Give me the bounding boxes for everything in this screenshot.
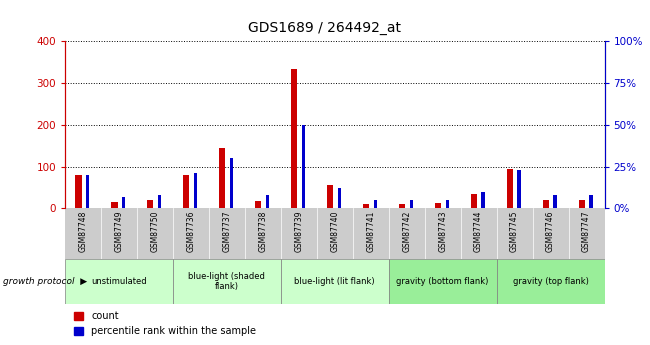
Text: GSM87743: GSM87743 xyxy=(438,211,447,252)
Text: GSM87736: GSM87736 xyxy=(187,211,196,252)
Text: GSM87737: GSM87737 xyxy=(222,211,231,252)
Bar xyxy=(111,203,118,208)
Bar xyxy=(75,175,81,208)
Text: GSM87745: GSM87745 xyxy=(510,211,519,252)
Text: GDS1689 / 264492_at: GDS1689 / 264492_at xyxy=(248,21,402,35)
Bar xyxy=(497,259,604,304)
Bar xyxy=(517,170,521,208)
Text: gravity (bottom flank): gravity (bottom flank) xyxy=(396,277,489,286)
Text: GSM87740: GSM87740 xyxy=(330,211,339,252)
Text: blue-light (shaded
flank): blue-light (shaded flank) xyxy=(188,272,265,291)
Text: growth protocol  ▶: growth protocol ▶ xyxy=(3,277,87,286)
Bar xyxy=(158,195,161,208)
Bar xyxy=(471,194,477,208)
Bar xyxy=(327,185,333,208)
Text: GSM87750: GSM87750 xyxy=(150,211,159,252)
Bar xyxy=(506,169,513,208)
Bar xyxy=(229,158,233,208)
Bar xyxy=(410,200,413,208)
Bar xyxy=(147,200,153,208)
Bar xyxy=(255,201,261,208)
Bar xyxy=(374,200,377,208)
Text: GSM87741: GSM87741 xyxy=(366,211,375,252)
Bar xyxy=(291,69,297,208)
Bar xyxy=(266,195,269,208)
Text: GSM87739: GSM87739 xyxy=(294,211,304,252)
Bar xyxy=(435,203,441,208)
Bar xyxy=(590,195,593,208)
Bar xyxy=(302,125,306,208)
Bar xyxy=(398,204,405,208)
Bar xyxy=(194,173,198,208)
Bar xyxy=(337,188,341,208)
Text: GSM87742: GSM87742 xyxy=(402,211,411,252)
Bar xyxy=(445,200,449,208)
Text: gravity (top flank): gravity (top flank) xyxy=(513,277,588,286)
Text: GSM87744: GSM87744 xyxy=(474,211,483,252)
Bar xyxy=(543,200,549,208)
Legend: count, percentile rank within the sample: count, percentile rank within the sample xyxy=(70,307,260,340)
Bar xyxy=(122,197,125,208)
Text: GSM87748: GSM87748 xyxy=(79,211,88,252)
Text: blue-light (lit flank): blue-light (lit flank) xyxy=(294,277,375,286)
Text: unstimulated: unstimulated xyxy=(91,277,147,286)
Bar xyxy=(219,148,226,208)
Bar xyxy=(86,175,90,208)
Bar xyxy=(553,195,557,208)
Text: GSM87746: GSM87746 xyxy=(546,211,555,252)
Bar xyxy=(578,200,585,208)
Bar xyxy=(183,175,189,208)
Bar xyxy=(281,259,389,304)
Bar xyxy=(389,259,497,304)
Bar xyxy=(363,204,369,208)
Bar xyxy=(482,191,485,208)
Bar xyxy=(173,259,281,304)
Text: GSM87749: GSM87749 xyxy=(114,211,124,252)
Text: GSM87738: GSM87738 xyxy=(258,211,267,252)
Text: GSM87747: GSM87747 xyxy=(582,211,591,252)
Bar xyxy=(65,259,173,304)
